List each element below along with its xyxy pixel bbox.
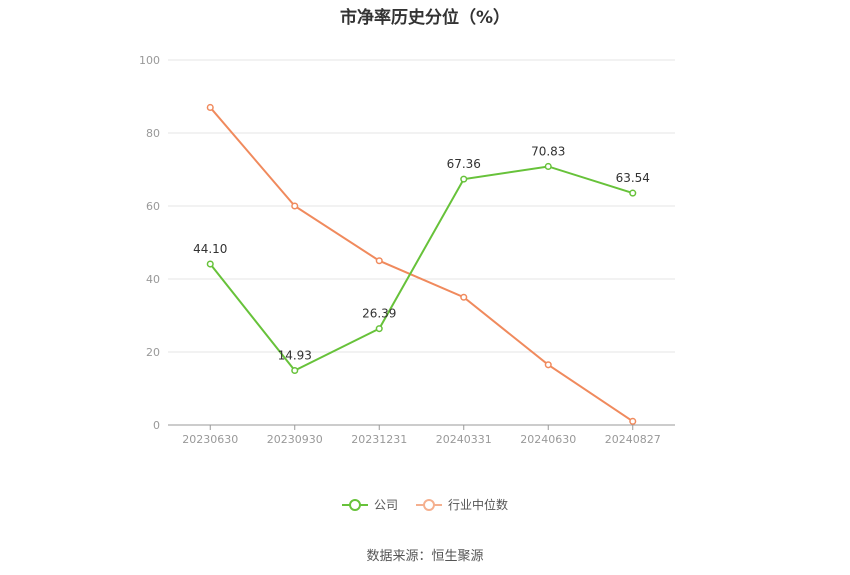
x-tick-label: 20231231 xyxy=(351,433,407,446)
y-tick-label: 20 xyxy=(146,346,160,359)
data-point-industry-median xyxy=(629,417,637,425)
data-point-industry-median xyxy=(460,293,468,301)
legend-item-company[interactable]: 公司 xyxy=(341,496,398,513)
data-label-company: 14.93 xyxy=(278,349,312,363)
x-tick-label: 20240827 xyxy=(605,433,661,446)
data-point-industry-median xyxy=(375,257,383,265)
data-label-company: 26.39 xyxy=(362,307,396,321)
data-point-company xyxy=(544,162,552,171)
data-point-company xyxy=(206,260,214,268)
legend: 公司 行业中位数 xyxy=(0,496,850,513)
x-tick-label: 20240331 xyxy=(436,433,492,446)
data-label-company: 70.83 xyxy=(531,144,565,158)
legend-item-industry-median[interactable]: 行业中位数 xyxy=(416,496,508,513)
chart-title: 市净率历史分位（%） xyxy=(339,8,511,28)
x-tick-label: 20230630 xyxy=(182,433,238,446)
y-tick-label: 60 xyxy=(146,200,160,213)
data-label-company: 63.54 xyxy=(616,171,650,185)
data-point-industry-median xyxy=(544,361,552,369)
legend-swatch-industry-median xyxy=(416,498,442,512)
x-tick-label: 20240630 xyxy=(520,433,576,446)
y-tick-label: 80 xyxy=(146,127,160,140)
data-source: 数据来源：恒生聚源 xyxy=(366,549,484,564)
y-tick-label: 0 xyxy=(153,419,160,432)
legend-label-industry-median: 行业中位数 xyxy=(448,498,509,512)
legend-label-company: 公司 xyxy=(373,498,398,512)
data-point-company xyxy=(291,366,299,375)
y-tick-label: 40 xyxy=(146,273,160,286)
y-tick-label: 100 xyxy=(139,54,160,67)
x-tick-label: 20230930 xyxy=(267,433,323,446)
data-point-industry-median xyxy=(291,202,299,210)
series-line-industry-median xyxy=(209,106,634,423)
data-label-company: 67.36 xyxy=(447,157,481,171)
legend-swatch-company xyxy=(341,498,368,512)
data-point-company xyxy=(375,325,383,333)
data-label-company: 44.10 xyxy=(193,242,227,256)
data-point-industry-median xyxy=(206,103,214,111)
series-line-company xyxy=(209,165,634,372)
data-point-company xyxy=(629,189,637,197)
data-point-company xyxy=(460,175,468,183)
